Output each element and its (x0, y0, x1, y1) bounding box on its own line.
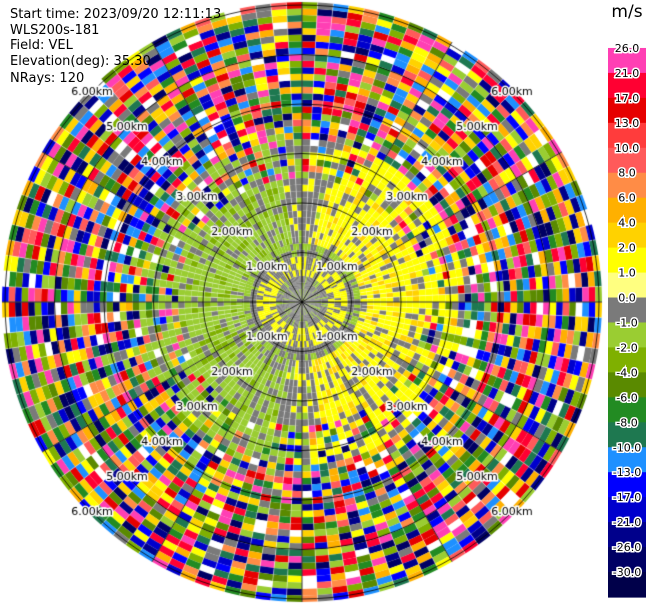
colorbar-band (608, 447, 646, 473)
colorbar-band (608, 222, 646, 249)
instrument-label: WLS200s-181 (10, 23, 100, 38)
colorbar-tick-label: 6.0 (618, 192, 636, 205)
colorbar-band (608, 547, 646, 573)
colorbar-tick-label: 0.0 (618, 292, 636, 305)
colorbar-band (608, 272, 646, 299)
colorbar-tick-label: -10.0 (613, 441, 641, 454)
colorbar-units-label: m/s (611, 2, 642, 22)
colorbar-band (608, 122, 646, 149)
colorbar-tick-label: -6.0 (616, 391, 637, 404)
elevation-label: Elevation(deg): 35.30 (10, 54, 151, 69)
colorbar-tick-label: -8.0 (616, 416, 637, 429)
colorbar-tick-label: 26.0 (615, 42, 640, 55)
colorbar-band (608, 297, 646, 324)
colorbar-tick-label: 2.0 (618, 242, 636, 255)
colorbar-band (608, 47, 646, 74)
colorbar-tick-label: -2.0 (616, 341, 637, 354)
colorbar-tick-label: -21.0 (613, 516, 641, 529)
nrays-label: NRays: 120 (10, 71, 85, 86)
colorbar-band (608, 147, 646, 174)
colorbar-tick-label: -26.0 (613, 541, 641, 554)
colorbar-tick-label: -17.0 (613, 491, 641, 504)
colorbar-tick-label: 13.0 (615, 117, 640, 130)
colorbar-band (608, 247, 646, 274)
colorbar-band (608, 497, 646, 523)
colorbar-band (608, 472, 646, 498)
colorbar-band (608, 322, 646, 349)
colorbar-band (608, 422, 646, 448)
colorbar-band (608, 372, 646, 398)
field-label: Field: VEL (10, 38, 73, 53)
colorbar-band (608, 572, 646, 598)
colorbar-band (608, 522, 646, 548)
colorbar-tick-label: -4.0 (616, 366, 637, 379)
colorbar-tick-label: 4.0 (618, 217, 636, 230)
colorbar-tick-label: 8.0 (618, 167, 636, 180)
colorbar-band (608, 23, 646, 49)
colorbar-tick-label: 17.0 (615, 92, 640, 105)
colorbar-band (608, 347, 646, 373)
colorbar-tick-label: -30.0 (613, 566, 641, 579)
colorbar-tick-label: -13.0 (613, 466, 641, 479)
colorbar-band (608, 97, 646, 124)
colorbar-band (608, 197, 646, 224)
colorbar-band (608, 397, 646, 423)
colorbar-tick-label: -1.0 (616, 316, 637, 329)
colorbar-tick-label: 1.0 (618, 267, 636, 280)
colorbar-tick-label: 21.0 (615, 67, 640, 80)
colorbar-band (608, 172, 646, 199)
colorbar-tick-label: 10.0 (615, 142, 640, 155)
colorbar-band (608, 72, 646, 99)
start-time-label: Start time: 2023/09/20 12:11:13 (10, 7, 222, 22)
